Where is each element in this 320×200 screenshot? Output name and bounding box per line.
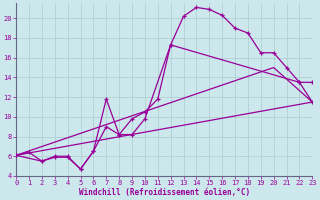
- X-axis label: Windchill (Refroidissement éolien,°C): Windchill (Refroidissement éolien,°C): [79, 188, 250, 197]
